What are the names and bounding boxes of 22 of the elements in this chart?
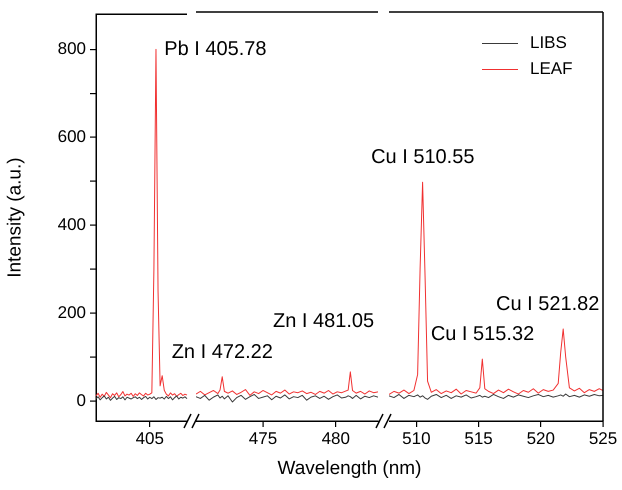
y-tick-label: 400 [58,214,86,234]
x-tick-label: 475 [248,428,278,448]
x-tick-label: 405 [136,428,164,448]
y-axis-title: Intensity (a.u.) [4,157,26,278]
x-tick-label: 520 [526,428,555,448]
y-tick-label: 200 [58,302,86,322]
y-tick-label: 0 [76,390,86,410]
annotation: Cu I 521.82 [496,293,600,316]
annotation: Cu I 510.55 [371,146,474,168]
annotation: Pb I 405.78 [164,38,267,60]
annotation: Cu I 515.32 [430,323,534,346]
y-tick-label: 800 [58,39,86,58]
annotation: Zn I 481.05 [273,310,374,332]
x-tick-label: 510 [402,428,431,448]
y-tick-label: 600 [58,127,86,146]
x-tick-label: 480 [322,428,350,448]
legend-label: LIBS [530,33,567,53]
x-tick-label: 525 [588,428,618,448]
x-axis-title: Wavelength (nm) [278,458,422,480]
x-tick-label: 515 [464,428,493,448]
annotation: Zn I 472.22 [172,340,273,363]
legend-label: LEAF [530,59,573,79]
